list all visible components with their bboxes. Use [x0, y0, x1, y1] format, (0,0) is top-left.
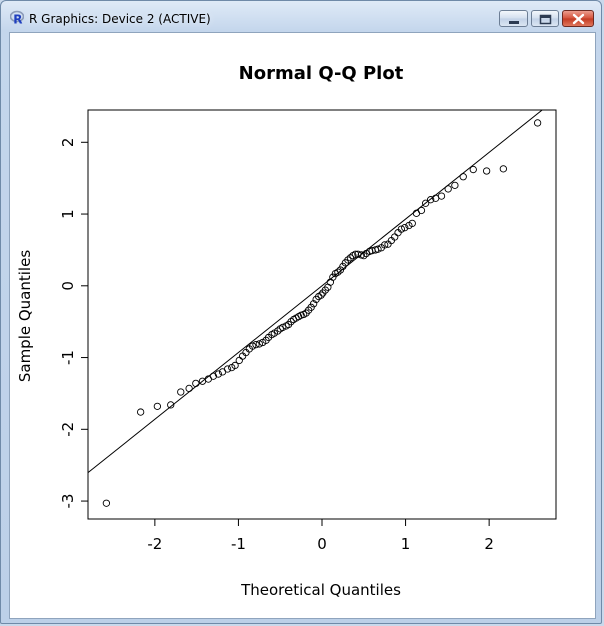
- data-point: [339, 262, 347, 271]
- data-point: [307, 303, 315, 311]
- data-point: [459, 173, 467, 181]
- chart-title: Normal Q-Q Plot: [239, 63, 404, 84]
- data-point: [336, 266, 345, 274]
- data-point: [469, 165, 477, 174]
- data-point: [223, 365, 232, 373]
- y-tick-label: 2: [59, 138, 77, 148]
- title-bar[interactable]: R R Graphics: Device 2 (ACTIVE): [1, 1, 601, 33]
- data-point: [248, 342, 257, 350]
- x-tick-label: 2: [484, 535, 494, 553]
- data-point: [231, 361, 239, 370]
- data-point: [177, 388, 185, 396]
- x-tick-label: 1: [401, 535, 411, 553]
- data-point: [329, 273, 337, 281]
- data-point: [437, 192, 446, 200]
- data-point: [421, 199, 430, 207]
- qq-plot-chart: Normal Q-Q Plot Theoretical Quantiles Sa…: [16, 63, 557, 599]
- data-point: [381, 241, 389, 249]
- r-logo-icon: R: [10, 10, 24, 25]
- x-tick-label: 0: [317, 535, 327, 553]
- data-point: [185, 384, 193, 393]
- data-point: [209, 372, 218, 380]
- y-tick-label: -3: [59, 494, 77, 509]
- data-point: [444, 185, 452, 193]
- data-point: [192, 379, 200, 388]
- data-point: [351, 250, 360, 258]
- data-point: [235, 356, 243, 365]
- window-title: R Graphics: Device 2 (ACTIVE): [29, 12, 211, 26]
- data-point: [499, 165, 507, 173]
- y-tick-label: 0: [59, 281, 77, 291]
- x-tick-label: -1: [231, 535, 246, 553]
- data-point: [309, 300, 318, 308]
- svg-text:R: R: [13, 13, 22, 26]
- x-tick-label: -2: [147, 535, 162, 553]
- data-point: [274, 327, 282, 335]
- data-point: [287, 318, 295, 326]
- qq-reference-line: [88, 110, 543, 474]
- plot-canvas: Normal Q-Q Plot Theoretical Quantiles Sa…: [9, 32, 596, 619]
- data-point: [533, 119, 542, 127]
- data-point: [401, 224, 409, 232]
- data-point: [397, 225, 406, 233]
- data-point: [451, 181, 459, 189]
- data-point: [408, 219, 416, 228]
- maximize-icon: [539, 14, 552, 25]
- data-point: [214, 370, 223, 378]
- data-point: [279, 323, 287, 332]
- data-point: [102, 499, 111, 507]
- y-axis-label: Sample Quantiles: [16, 250, 34, 382]
- y-tick-label: -1: [59, 350, 77, 365]
- data-point: [334, 268, 342, 276]
- y-tick-label: 1: [59, 209, 77, 219]
- data-point: [482, 167, 491, 175]
- data-point: [346, 254, 355, 262]
- data-point: [252, 340, 260, 349]
- data-point: [136, 408, 145, 416]
- data-point: [360, 252, 368, 260]
- maximize-button[interactable]: [531, 10, 559, 27]
- minimize-icon: [509, 21, 519, 24]
- data-point: [167, 401, 175, 409]
- close-button[interactable]: [562, 10, 594, 27]
- data-point: [426, 196, 435, 204]
- data-point: [417, 206, 426, 215]
- data-point: [317, 291, 325, 299]
- y-tick-label: -2: [59, 422, 77, 437]
- plot-frame: [87, 109, 557, 520]
- close-icon: [572, 13, 585, 25]
- data-point: [153, 402, 162, 410]
- data-point: [374, 245, 382, 253]
- minimize-button[interactable]: [499, 10, 528, 27]
- data-point: [255, 340, 263, 348]
- x-axis-label: Theoretical Quantiles: [240, 581, 401, 599]
- data-point: [344, 256, 352, 264]
